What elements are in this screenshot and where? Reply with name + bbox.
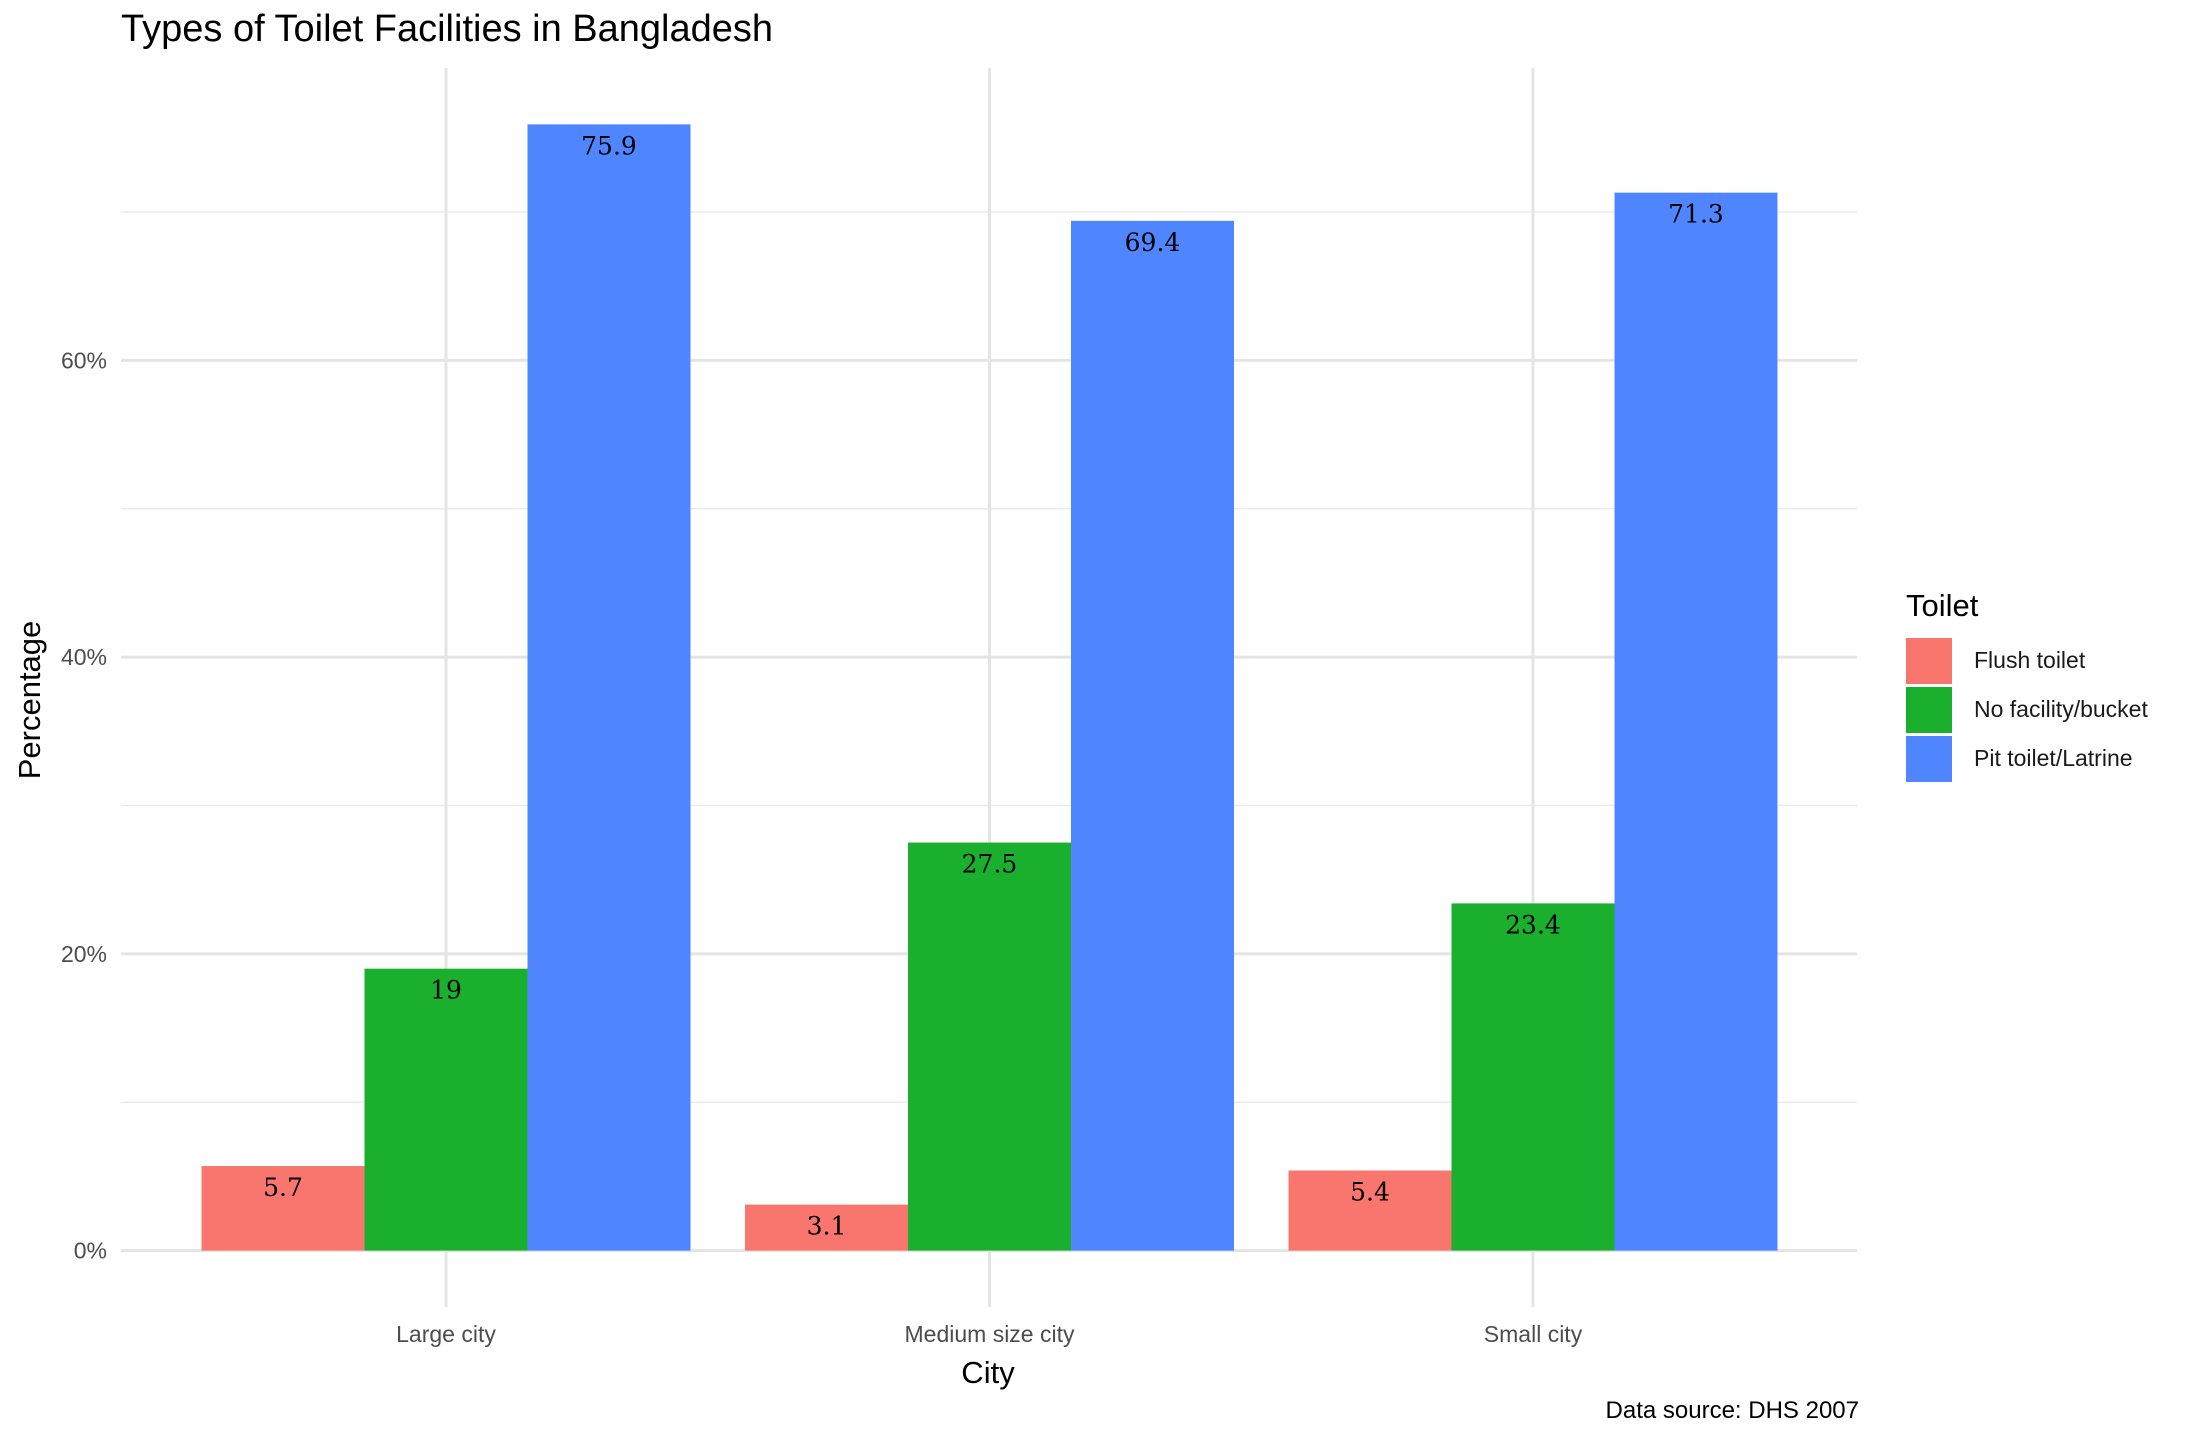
data-label: 75.9	[581, 131, 637, 160]
y-tick-label: 20%	[61, 941, 107, 967]
legend-item-no-facility: No facility/bucket	[1906, 685, 2148, 734]
legend-label-no-facility: No facility/bucket	[1974, 696, 2148, 722]
y-tick-label: 0%	[74, 1238, 107, 1264]
legend-item-flush-toilet: Flush toilet	[1906, 636, 2148, 685]
data-label: 3.1	[807, 1212, 847, 1241]
data-label: 27.5	[962, 850, 1018, 879]
bar	[745, 1204, 908, 1251]
chart-title: Types of Toilet Facilities in Bangladesh	[121, 8, 773, 50]
y-tick-label: 60%	[61, 347, 107, 373]
x-tick-label: Large city	[396, 1321, 496, 1347]
x-tick-label: Small city	[1484, 1321, 1583, 1347]
legend-item-pit-toilet: Pit toilet/Latrine	[1906, 734, 2148, 783]
bar	[1451, 903, 1615, 1251]
bar	[908, 842, 1071, 1251]
legend-swatch-pit-toilet	[1906, 735, 1952, 782]
legend-swatch-no-facility	[1906, 686, 1952, 733]
data-label: 23.4	[1505, 910, 1561, 939]
legend-title: Toilet	[1906, 588, 1979, 623]
bar	[1071, 220, 1234, 1251]
x-axis-title: City	[961, 1355, 1015, 1390]
x-tick-label: Medium size city	[905, 1321, 1075, 1347]
bar	[527, 124, 691, 1251]
data-label: 5.7	[263, 1173, 303, 1202]
data-label: 5.4	[1350, 1177, 1390, 1206]
bar	[1614, 192, 1778, 1251]
legend-label-flush-toilet: Flush toilet	[1974, 647, 2086, 673]
legend-swatch-flush-toilet	[1906, 637, 1952, 684]
legend: Toilet Flush toilet No facility/bucket P…	[1906, 588, 2148, 783]
y-axis-title: Percentage	[12, 620, 47, 780]
data-label: 19	[430, 976, 462, 1005]
bar	[364, 968, 528, 1251]
y-tick-label: 40%	[61, 644, 107, 670]
bar	[1288, 1170, 1452, 1251]
data-label: 69.4	[1125, 228, 1181, 257]
legend-label-pit-toilet: Pit toilet/Latrine	[1974, 745, 2133, 771]
bar	[201, 1166, 365, 1251]
chart-caption: Data source: DHS 2007	[1605, 1397, 1859, 1424]
data-label: 71.3	[1668, 200, 1724, 229]
